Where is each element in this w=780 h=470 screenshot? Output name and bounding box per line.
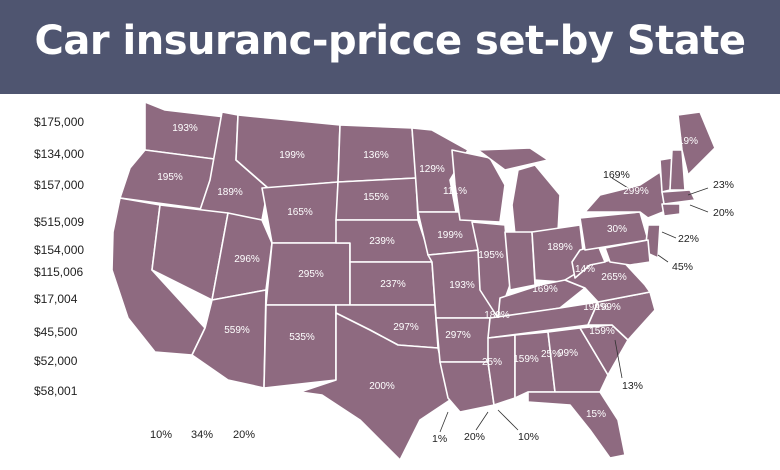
scale-label: $515,009: [34, 215, 85, 229]
state-value-label: 535%: [289, 332, 315, 343]
state-oregon[interactable]: [119, 149, 223, 211]
state-value-label: 19%: [678, 136, 698, 147]
state-michigan[interactable]: [511, 164, 561, 236]
state-texas[interactable]: [299, 312, 451, 461]
state-value-label: 136%: [363, 150, 389, 161]
state-value-label: 193%: [172, 123, 198, 134]
scale-label: $17,004: [34, 292, 78, 306]
state-value-label: 296%: [234, 254, 260, 265]
state-mississippi[interactable]: [487, 334, 516, 406]
external-value-label: 45%: [672, 261, 693, 273]
state-value-label: 99%: [558, 348, 578, 359]
state-value-label: 195%: [157, 172, 183, 183]
state-michigan-upper[interactable]: [477, 147, 549, 171]
state-value-label: 199%: [437, 230, 463, 241]
state-value-label: 195%: [478, 250, 504, 261]
state-value-label: 14%: [575, 264, 595, 275]
title-banner: [0, 0, 780, 94]
state-value-label: 159%: [589, 326, 615, 337]
scale-label: $52,000: [34, 354, 78, 368]
state-value-label: 155%: [363, 192, 389, 203]
state-value-labels: 193% 195% 189% 199% 136% 155% 165% 129% 111% 199%…: [157, 123, 698, 420]
legend-item: 10%: [150, 429, 173, 441]
states: [111, 101, 716, 461]
state-value-label: 30%: [607, 224, 627, 235]
scale-label: $175,000: [34, 115, 85, 129]
state-value-label: 199%: [595, 302, 621, 313]
state-value-label: 15%: [586, 409, 606, 420]
state-indiana[interactable]: [504, 231, 536, 291]
state-value-label: 193%: [449, 280, 475, 291]
us-state-map: 193% 195% 189% 199% 136% 155% 165% 129% 111% 199%…: [111, 101, 734, 461]
state-value-label: 111%: [443, 186, 467, 197]
external-value-label: 10%: [518, 431, 539, 443]
external-value-label: 13%: [622, 380, 643, 392]
state-value-label: 297%: [445, 330, 471, 341]
leader-lines: [439, 177, 709, 433]
state-georgia[interactable]: [547, 327, 609, 393]
external-value-label: 20%: [713, 207, 734, 219]
external-value-labels: 169% 23% 20% 22% 45% 13% 1% 20% 10%: [432, 169, 734, 445]
state-value-label: 189%: [484, 310, 510, 321]
external-value-label: 169%: [603, 169, 630, 181]
state-value-label: 169%: [532, 284, 558, 295]
external-value-label: 1%: [432, 433, 447, 445]
state-value-label: 299%: [623, 186, 649, 197]
state-louisiana[interactable]: [439, 361, 495, 413]
state-value-label: 239%: [369, 236, 395, 247]
scale-label: $45,500: [34, 325, 78, 339]
state-value-label: 559%: [224, 325, 250, 336]
scale-label: $157,000: [34, 178, 85, 192]
state-florida[interactable]: [527, 391, 626, 459]
state-value-label: 25%: [482, 357, 502, 368]
state-value-label: 199%: [583, 302, 609, 313]
state-value-label: 199%: [279, 150, 305, 161]
scale-label: $134,000: [34, 147, 85, 161]
state-value-label: 297%: [393, 322, 419, 333]
legend-item: 20%: [233, 429, 256, 441]
state-connecticut[interactable]: [661, 203, 681, 217]
scale-label: $58,001: [34, 384, 78, 398]
state-maryland[interactable]: [604, 239, 651, 266]
state-new-mexico[interactable]: [263, 304, 337, 389]
scale-label: $115,006: [34, 265, 84, 279]
state-value-label: 200%: [369, 381, 395, 392]
state-value-label: 189%: [217, 187, 243, 198]
scale-label: $154,000: [34, 243, 85, 257]
map-title: Car insuranc-pricce set-by State: [34, 18, 747, 64]
state-value-label: 25%: [541, 349, 561, 360]
external-value-label: 20%: [464, 431, 485, 443]
state-value-label: 159%: [513, 354, 539, 365]
state-value-label: 189%: [547, 242, 573, 253]
state-value-label: 165%: [287, 207, 313, 218]
external-value-label: 23%: [713, 179, 734, 191]
state-massachusetts[interactable]: [661, 189, 696, 205]
state-arizona[interactable]: [191, 289, 267, 389]
state-value-label: 237%: [380, 279, 406, 290]
state-value-label: 265%: [601, 272, 627, 283]
state-value-label: 295%: [298, 269, 324, 280]
state-maine[interactable]: [677, 111, 716, 176]
legend-item: 34%: [191, 429, 214, 441]
state-value-label: 129%: [419, 164, 445, 175]
external-value-label: 22%: [678, 233, 699, 245]
